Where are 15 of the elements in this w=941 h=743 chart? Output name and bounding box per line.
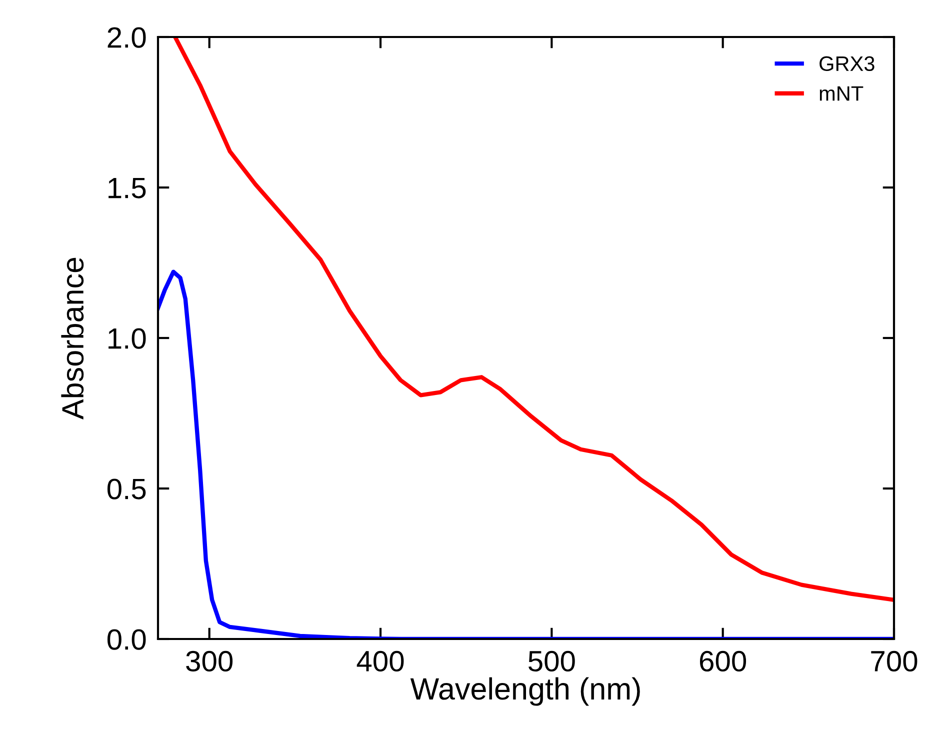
legend-label: GRX3	[820, 56, 874, 72]
x-tick-label: 400	[356, 650, 404, 672]
y-tick-label: 2.0	[108, 27, 146, 48]
y-axis-title: Absorbance	[61, 258, 84, 420]
x-axis-title: Wavelength (nm)	[410, 677, 640, 706]
legend-label: mNT	[820, 86, 864, 101]
x-tick-label: 300	[186, 650, 233, 672]
y-tick-label: 1.5	[108, 178, 146, 198]
x-tick-label: 700	[871, 650, 918, 672]
y-tick-label: 1.0	[108, 328, 146, 349]
y-tick-label: 0.0	[107, 629, 146, 650]
y-tick-label: 0.5	[107, 478, 146, 500]
x-tick-label: 600	[700, 650, 746, 672]
x-tick-label: 500	[528, 650, 575, 672]
line-series	[173, 37, 894, 602]
